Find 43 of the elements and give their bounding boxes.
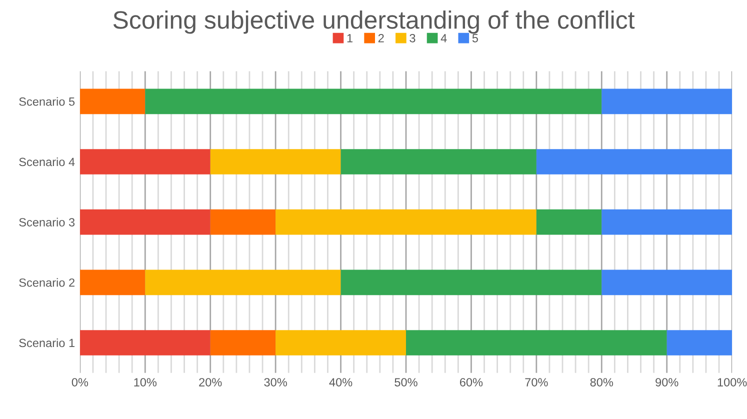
bar bbox=[536, 209, 602, 235]
bar bbox=[80, 149, 210, 174]
y-tick-label: Scenario 3 bbox=[19, 218, 75, 226]
x-tick-label: 70% bbox=[525, 378, 548, 386]
bar bbox=[80, 209, 210, 235]
legend-label: 4 bbox=[440, 34, 447, 42]
x-tick-label: 10% bbox=[134, 378, 157, 386]
y-tick-label: Scenario 2 bbox=[19, 278, 74, 287]
bar bbox=[210, 209, 276, 235]
x-tick-label: 80% bbox=[590, 378, 614, 386]
bar bbox=[602, 270, 732, 296]
x-tick-label: 100% bbox=[718, 378, 747, 386]
y-tick-label: Scenario 1 bbox=[19, 338, 74, 348]
bar bbox=[536, 149, 732, 174]
x-tick-label: 30% bbox=[264, 378, 287, 386]
legend-label: 2 bbox=[378, 34, 384, 42]
x-tick-label: 0% bbox=[72, 378, 88, 386]
bar bbox=[80, 88, 146, 114]
bar bbox=[666, 330, 732, 356]
x-tick-label: 40% bbox=[329, 378, 352, 386]
bar bbox=[145, 270, 341, 296]
bar bbox=[602, 88, 732, 114]
legend-label: 3 bbox=[410, 34, 416, 42]
bar bbox=[80, 330, 210, 356]
bar bbox=[276, 209, 536, 235]
x-tick-label: 20% bbox=[199, 378, 222, 386]
bar bbox=[80, 270, 146, 296]
bar bbox=[145, 88, 602, 114]
bar bbox=[602, 209, 732, 235]
chart-title: Scoring subjective understanding of the conflict bbox=[113, 10, 635, 34]
bar bbox=[210, 330, 276, 356]
bar bbox=[406, 330, 667, 356]
bar bbox=[340, 270, 602, 296]
y-tick-label: Scenario 4 bbox=[19, 157, 75, 166]
bar bbox=[210, 149, 341, 174]
x-tick-label: 50% bbox=[394, 378, 418, 386]
bar bbox=[340, 149, 536, 174]
x-tick-label: 60% bbox=[460, 378, 483, 386]
legend-label: 1 bbox=[347, 34, 352, 42]
x-tick-label: 90% bbox=[656, 378, 678, 386]
y-tick-label: Scenario 5 bbox=[19, 97, 75, 106]
bar bbox=[276, 330, 406, 356]
legend-label: 5 bbox=[472, 34, 478, 42]
